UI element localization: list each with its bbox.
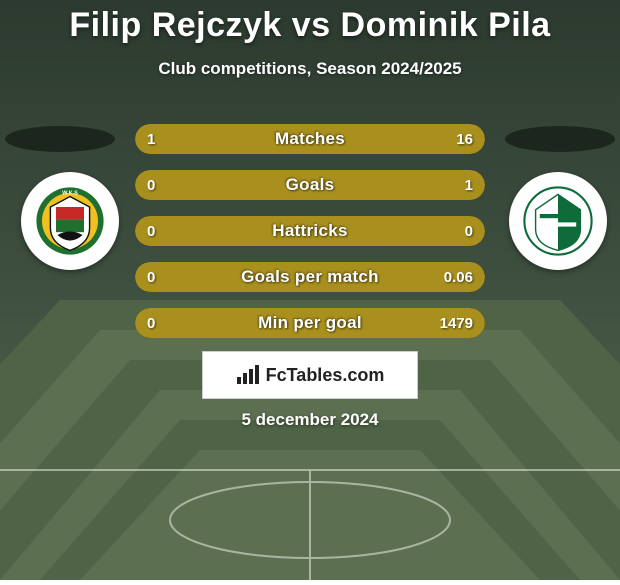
stat-label: Min per goal — [135, 308, 485, 338]
stat-row: Matches1 16 — [135, 124, 485, 154]
comparison-card: Filip Rejczyk vs Dominik Pila Club compe… — [0, 0, 620, 580]
stat-row: Goals0 1 — [135, 170, 485, 200]
svg-text:W.K.S: W.K.S — [62, 190, 78, 196]
stat-value-right: 0 — [465, 216, 473, 246]
bar-chart-icon — [236, 365, 260, 385]
stat-value-left: 0 — [147, 216, 155, 246]
slask-wroclaw-crest-icon: W.K.S — [35, 186, 105, 256]
stat-row: Min per goal0 1479 — [135, 308, 485, 338]
stat-row: Goals per match0 0.06 — [135, 262, 485, 292]
stats-panel: Matches116Goals01Hattricks00Goals per ma… — [135, 124, 485, 354]
lechia-gdansk-crest-icon — [523, 186, 593, 256]
club-crest-left: W.K.S — [21, 172, 119, 270]
brand-box[interactable]: FcTables.com — [202, 351, 418, 399]
stat-value-right: 1 — [465, 170, 473, 200]
date-label: 5 december 2024 — [0, 410, 620, 430]
stat-label: Matches — [135, 124, 485, 154]
stat-value-right: 0.06 — [444, 262, 473, 292]
stat-value-right: 1479 — [440, 308, 473, 338]
page-title: Filip Rejczyk vs Dominik Pila — [0, 0, 620, 45]
stat-label: Goals per match — [135, 262, 485, 292]
stat-value-left: 0 — [147, 262, 155, 292]
subtitle: Club competitions, Season 2024/2025 — [0, 59, 620, 79]
stat-label: Goals — [135, 170, 485, 200]
brand-label: FcTables.com — [266, 365, 385, 386]
stat-value-left: 0 — [147, 308, 155, 338]
stat-label: Hattricks — [135, 216, 485, 246]
club-crest-right — [509, 172, 607, 270]
stat-value-right: 16 — [456, 124, 473, 154]
crest-shadow-left — [5, 126, 115, 152]
crest-shadow-right — [505, 126, 615, 152]
stat-value-left: 1 — [147, 124, 155, 154]
stat-row: Hattricks0 0 — [135, 216, 485, 246]
stat-value-left: 0 — [147, 170, 155, 200]
